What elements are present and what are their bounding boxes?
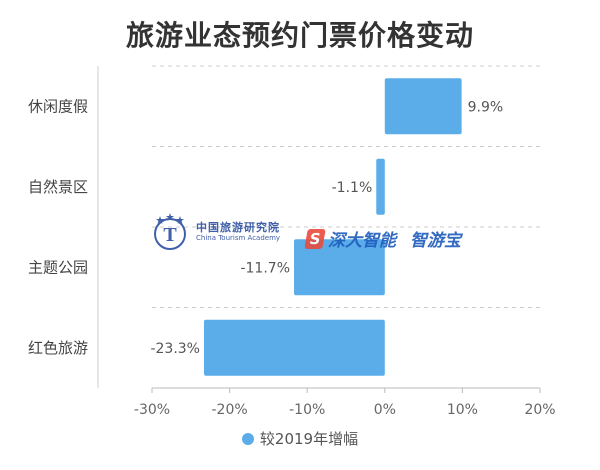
x-tick-label: 10% (447, 402, 478, 418)
org-name-en: China Tourism Academy (196, 234, 281, 243)
value-label: -23.3% (150, 341, 200, 357)
category-label: 主题公园 (28, 258, 88, 276)
china-tourism-academy-watermark: T 中国旅游研究院 China Tourism Academy (150, 212, 280, 252)
chart-title: 旅游业态预约门票价格变动 (125, 19, 474, 52)
org-name-cn: 中国旅游研究院 (196, 221, 280, 235)
x-tick-label: -30% (134, 402, 170, 418)
x-tick-label: -10% (289, 402, 325, 418)
value-label: -11.7% (240, 260, 290, 276)
value-label: 9.9% (468, 99, 504, 115)
brand-name-2: 智游宝 (410, 231, 461, 251)
category-label: 红色旅游 (28, 339, 88, 357)
bar (376, 158, 385, 215)
x-tick-label: 0% (374, 402, 396, 418)
china-tourism-academy-logo-icon: T (154, 213, 186, 250)
x-tick-label: -20% (212, 402, 248, 418)
bar (384, 78, 462, 135)
bar (294, 239, 385, 296)
brand-watermark: S 深大智能 智游宝 (304, 226, 461, 251)
brand-name-1: 深大智能 (328, 231, 396, 251)
svg-text:T: T (163, 224, 177, 246)
category-label: 休闲度假 (28, 97, 88, 115)
chart-legend: 较2019年增幅 (0, 428, 600, 449)
x-tick-label: 20% (524, 402, 555, 418)
category-label: 自然景区 (28, 178, 88, 196)
legend-marker-icon (241, 433, 254, 445)
bar (203, 319, 385, 376)
legend-label: 较2019年增幅 (259, 430, 359, 448)
value-label: -1.1% (332, 180, 373, 196)
brand-s-logo-icon: S (304, 228, 326, 249)
